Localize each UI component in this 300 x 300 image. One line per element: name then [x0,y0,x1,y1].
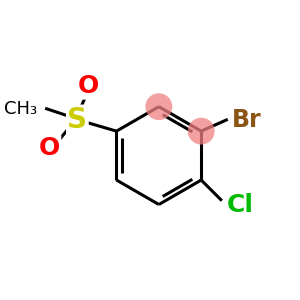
Text: Cl: Cl [226,193,254,217]
Text: O: O [78,74,99,98]
Text: CH₃: CH₃ [4,100,37,118]
Text: S: S [68,106,87,134]
Circle shape [188,118,214,145]
Text: Br: Br [232,108,262,132]
Text: O: O [39,136,60,160]
Circle shape [146,93,172,120]
